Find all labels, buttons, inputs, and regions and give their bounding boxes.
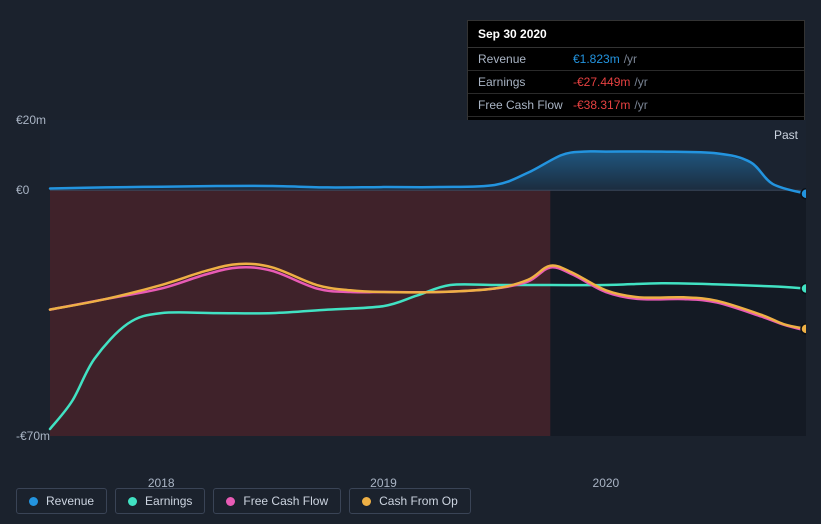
- tooltip-row-unit: /yr: [634, 75, 647, 89]
- x-axis-tick-label: 2020: [593, 476, 620, 490]
- y-axis-max-label: €20m: [16, 113, 50, 127]
- tooltip-date: Sep 30 2020: [468, 21, 804, 48]
- legend-item[interactable]: Free Cash Flow: [213, 488, 341, 514]
- legend: Revenue Earnings Free Cash Flow Cash From O…: [16, 488, 471, 514]
- legend-dot: [29, 497, 38, 506]
- tooltip-row: Earnings-€27.449m/yr: [468, 71, 804, 94]
- tooltip-row-label: Earnings: [478, 75, 573, 89]
- legend-label: Cash From Op: [379, 494, 458, 508]
- financials-chart[interactable]: Past €20m€0-€70m201820192020: [16, 120, 806, 470]
- legend-item[interactable]: Cash From Op: [349, 488, 471, 514]
- legend-label: Free Cash Flow: [243, 494, 328, 508]
- legend-dot: [226, 497, 235, 506]
- legend-label: Revenue: [46, 494, 94, 508]
- tooltip-row-value: -€38.317m: [573, 98, 630, 112]
- legend-item[interactable]: Earnings: [115, 488, 205, 514]
- tooltip-row: Free Cash Flow-€38.317m/yr: [468, 94, 804, 117]
- tooltip-row-unit: /yr: [634, 98, 647, 112]
- legend-dot: [362, 497, 371, 506]
- tooltip-row-value: -€27.449m: [573, 75, 630, 89]
- legend-dot: [128, 497, 137, 506]
- tooltip-row-value: €1.823m: [573, 52, 620, 66]
- tooltip-row: Revenue€1.823m/yr: [468, 48, 804, 71]
- tooltip-row-label: Revenue: [478, 52, 573, 66]
- y-axis-zero-label: €0: [16, 183, 50, 197]
- y-axis-min-label: -€70m: [16, 429, 50, 443]
- legend-item[interactable]: Revenue: [16, 488, 107, 514]
- past-label: Past: [774, 128, 798, 142]
- tooltip-row-label: Free Cash Flow: [478, 98, 573, 112]
- legend-label: Earnings: [145, 494, 192, 508]
- tooltip-row-unit: /yr: [624, 52, 637, 66]
